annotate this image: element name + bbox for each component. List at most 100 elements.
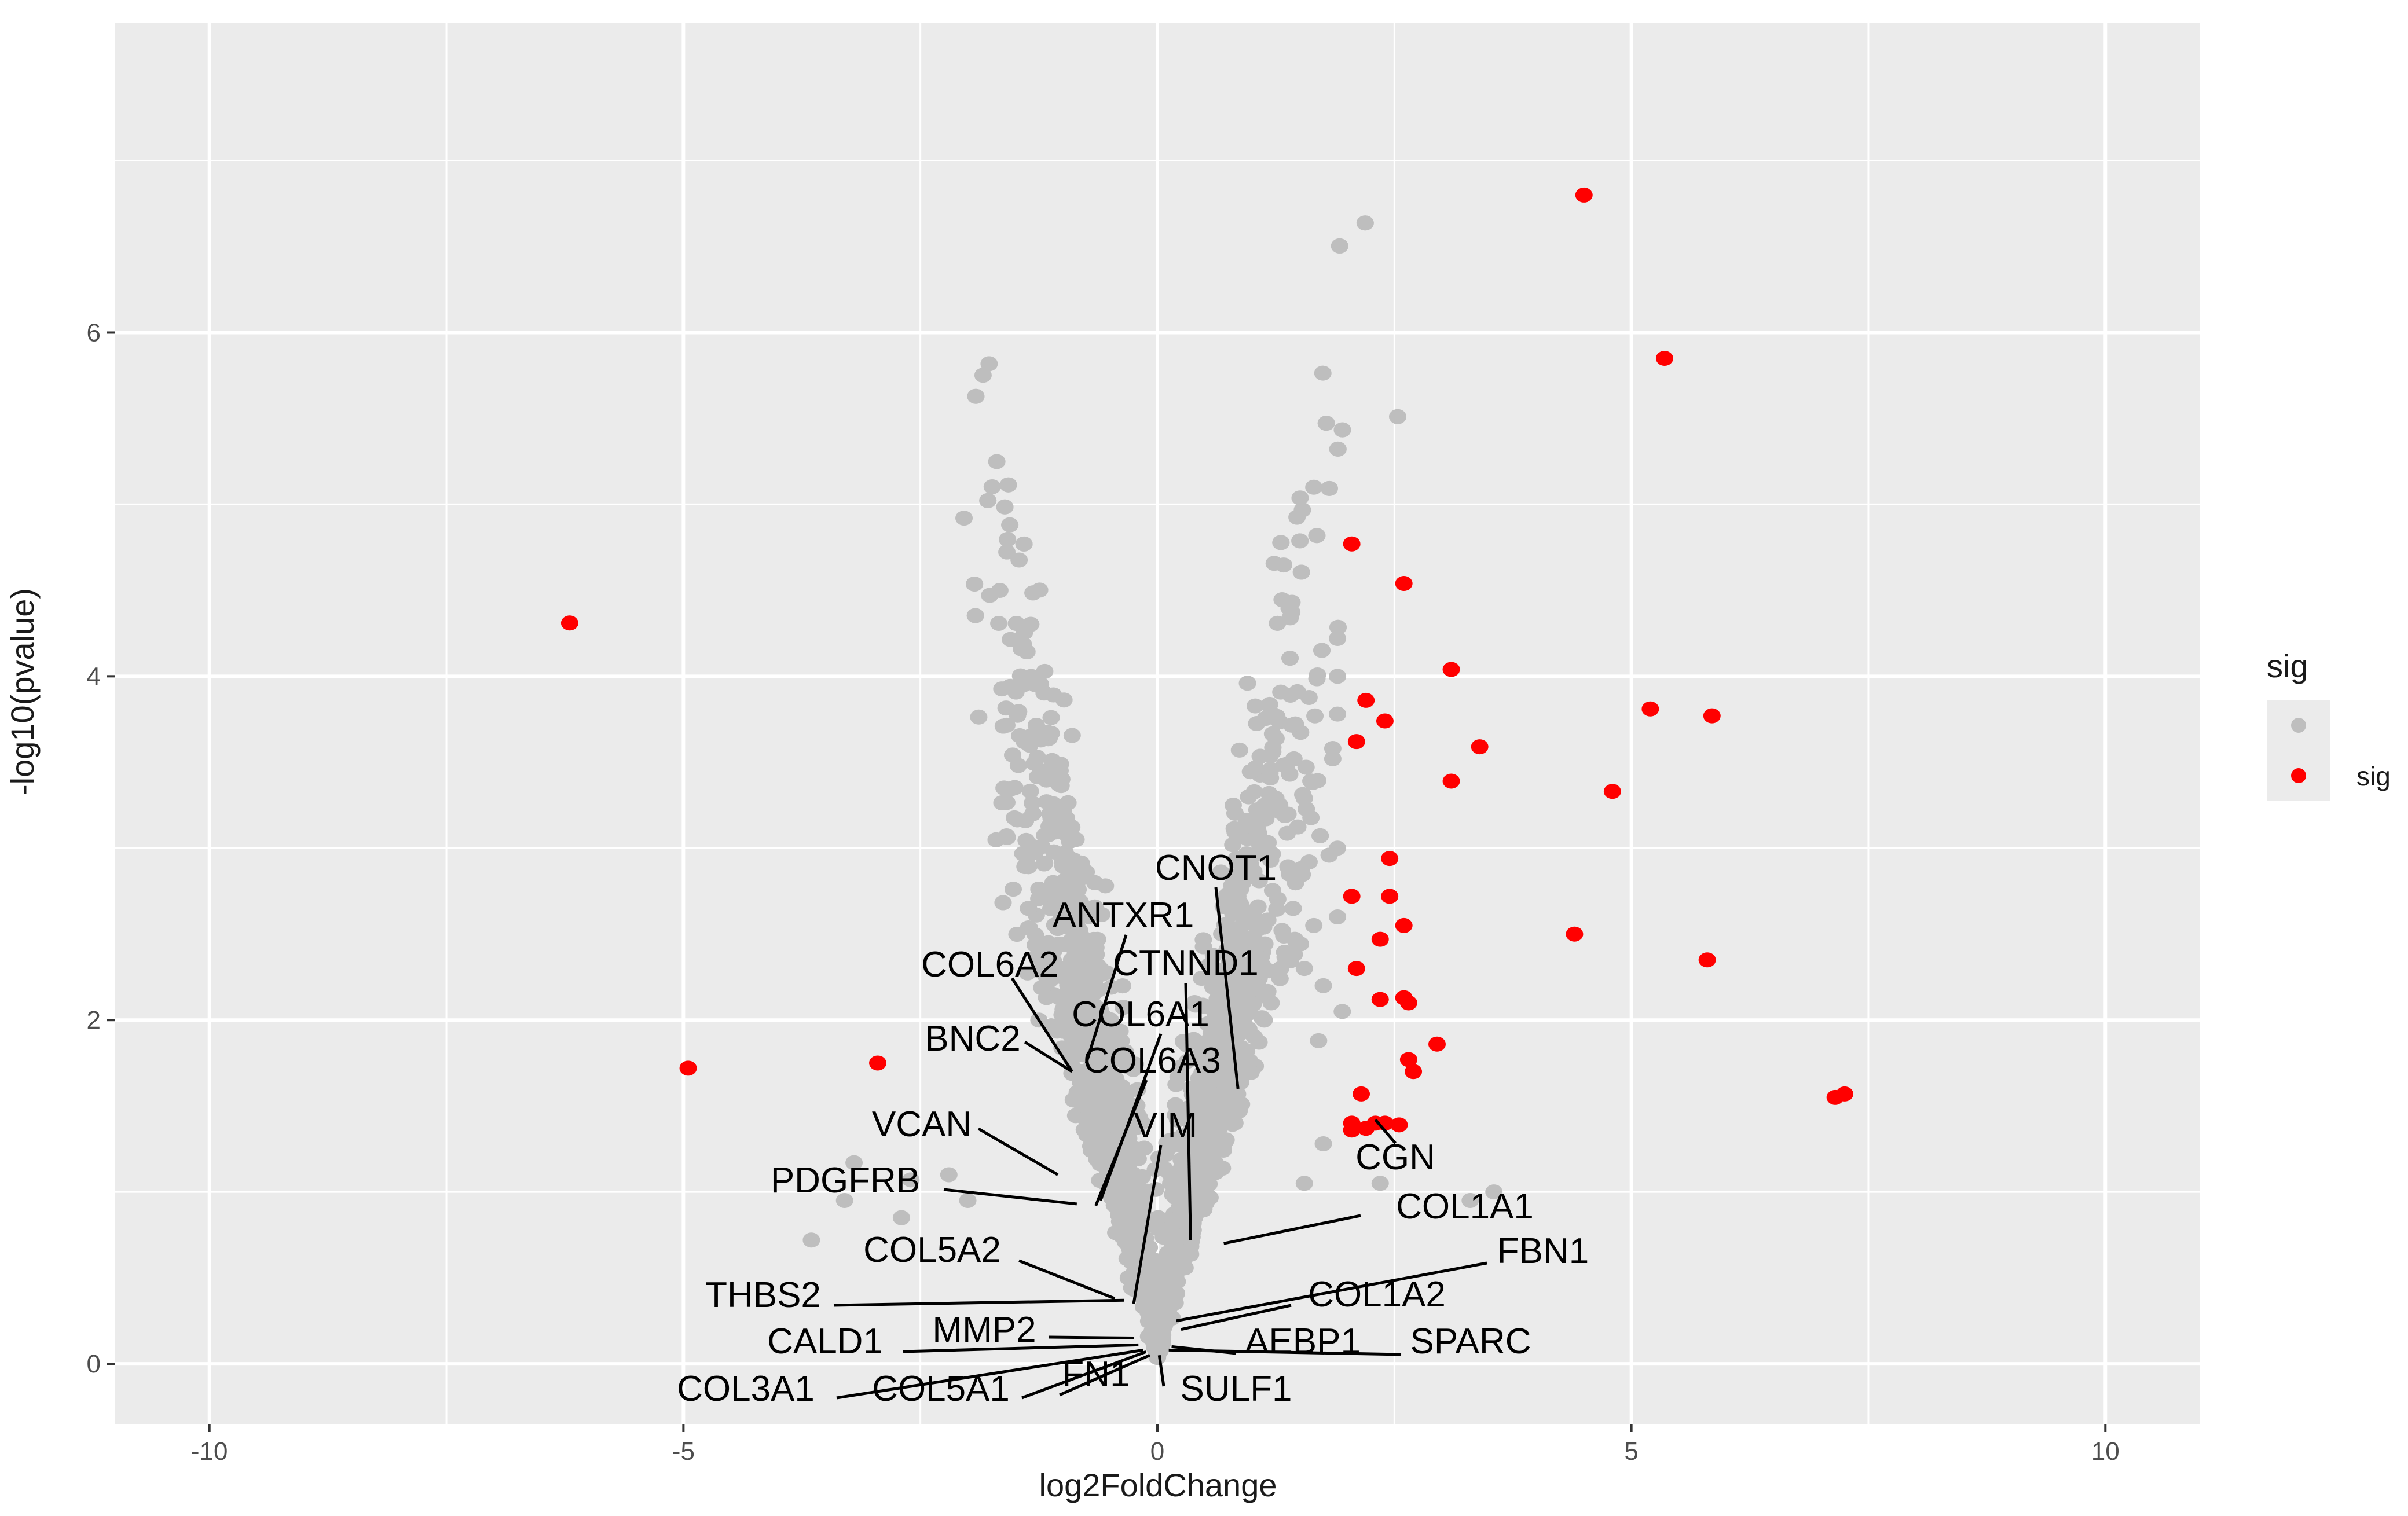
y-axis: 0 2 4 6: [87, 318, 115, 1378]
gene-label: SULF1: [1181, 1369, 1292, 1409]
nonsig-point: [1064, 899, 1082, 915]
gene-label: FN1: [1062, 1355, 1130, 1394]
sig-point: [1395, 576, 1413, 591]
nonsig-point: [802, 1232, 820, 1248]
nonsig-point: [1269, 891, 1287, 907]
nonsig-point: [1090, 1126, 1108, 1141]
nonsig-point: [1306, 708, 1324, 724]
nonsig-point: [1049, 889, 1067, 904]
nonsig-point: [1042, 725, 1060, 741]
nonsig-point: [1072, 963, 1090, 979]
leader-line: [1049, 1335, 1134, 1340]
nonsig-point: [1020, 859, 1038, 875]
nonsig-point: [1262, 761, 1280, 777]
nonsig-point: [1038, 794, 1055, 810]
nonsig-point: [1042, 710, 1060, 725]
sig-point: [1343, 889, 1361, 904]
nonsig-point: [1100, 1103, 1118, 1118]
gene-label: ANTXR1: [1053, 895, 1194, 935]
nonsig-point: [1276, 945, 1293, 960]
nonsig-point: [1302, 773, 1320, 789]
nonsig-point: [1251, 748, 1269, 764]
nonsig-point: [1247, 948, 1265, 963]
nonsig-point: [1039, 935, 1057, 950]
nonsig-point: [1087, 969, 1105, 985]
x-tick-label: 5: [1624, 1437, 1638, 1466]
sig-point: [1381, 851, 1399, 867]
nonsig-point: [1113, 1218, 1131, 1234]
nonsig-point: [1087, 940, 1105, 956]
nonsig-point: [1017, 832, 1035, 848]
leader-line: [1084, 934, 1128, 1064]
legend-marker-sig: [2291, 768, 2306, 783]
nonsig-point: [1262, 995, 1280, 1011]
sig-point: [1641, 701, 1659, 717]
nonsig-point: [1275, 557, 1293, 573]
nonsig-point: [1165, 1264, 1183, 1280]
sig-point: [679, 1060, 697, 1076]
nonsig-point: [1286, 931, 1304, 947]
nonsig-point: [1055, 692, 1073, 708]
nonsig-point: [1295, 1176, 1313, 1191]
nonsig-point: [1324, 751, 1342, 766]
nonsig-point: [1324, 741, 1342, 757]
nonsig-point: [967, 388, 985, 404]
nonsig-point: [1289, 819, 1307, 835]
nonsig-point: [1015, 677, 1033, 692]
nonsig-point: [1329, 441, 1347, 457]
nonsig-point: [1329, 619, 1347, 635]
nonsig-points: [802, 215, 1503, 1365]
sig-point: [1698, 952, 1716, 968]
nonsig-point: [998, 544, 1016, 560]
gene-label: VCAN: [872, 1104, 972, 1144]
nonsig-point: [1333, 422, 1351, 438]
nonsig-point: [1224, 837, 1242, 853]
nonsig-point: [1225, 950, 1243, 966]
sig-point: [1471, 739, 1489, 755]
nonsig-point: [1333, 1004, 1351, 1019]
nonsig-point: [1250, 873, 1268, 889]
nonsig-point: [1105, 1133, 1123, 1149]
nonsig-point: [959, 1192, 977, 1208]
nonsig-point: [1040, 827, 1058, 842]
nonsig-point: [1053, 961, 1071, 977]
sig-points: [560, 187, 1854, 1138]
nonsig-point: [1241, 764, 1259, 780]
nonsig-point: [1308, 528, 1326, 544]
leader-line: [1223, 1214, 1361, 1245]
legend-title: sig: [2267, 648, 2308, 684]
sig-point: [1381, 889, 1399, 904]
gene-label: CGN: [1355, 1137, 1435, 1177]
nonsig-point: [1371, 1176, 1389, 1191]
nonsig-point: [1314, 978, 1332, 993]
nonsig-point: [1320, 480, 1338, 496]
nonsig-point: [1224, 1051, 1242, 1067]
nonsig-point: [1212, 864, 1230, 880]
nonsig-point: [1084, 997, 1102, 1012]
sig-point: [1343, 1122, 1361, 1138]
nonsig-point: [1356, 215, 1374, 231]
nonsig-point: [1255, 1012, 1273, 1028]
nonsig-point: [1015, 536, 1033, 552]
nonsig-point: [1127, 1218, 1145, 1234]
nonsig-point: [1021, 783, 1039, 799]
nonsig-point: [1329, 669, 1347, 684]
nonsig-point: [1044, 875, 1062, 890]
nonsig-point: [1131, 1110, 1149, 1125]
nonsig-point: [1130, 1188, 1148, 1204]
nonsig-point: [1310, 1033, 1328, 1048]
nonsig-point: [1099, 1067, 1117, 1083]
nonsig-point: [1093, 1150, 1110, 1165]
gene-label: MMP2: [932, 1310, 1036, 1350]
nonsig-point: [980, 356, 998, 372]
nonsig-point: [1238, 676, 1256, 691]
nonsig-point: [1329, 909, 1347, 925]
nonsig-point: [1272, 535, 1290, 550]
nonsig-point: [1291, 862, 1309, 878]
nonsig-point: [1100, 1052, 1118, 1068]
nonsig-point: [1271, 961, 1289, 977]
leader-line: [1010, 977, 1073, 1073]
nonsig-point: [1002, 781, 1020, 796]
nonsig-point: [1111, 1023, 1129, 1039]
gene-label: PDGFRB: [771, 1161, 920, 1201]
